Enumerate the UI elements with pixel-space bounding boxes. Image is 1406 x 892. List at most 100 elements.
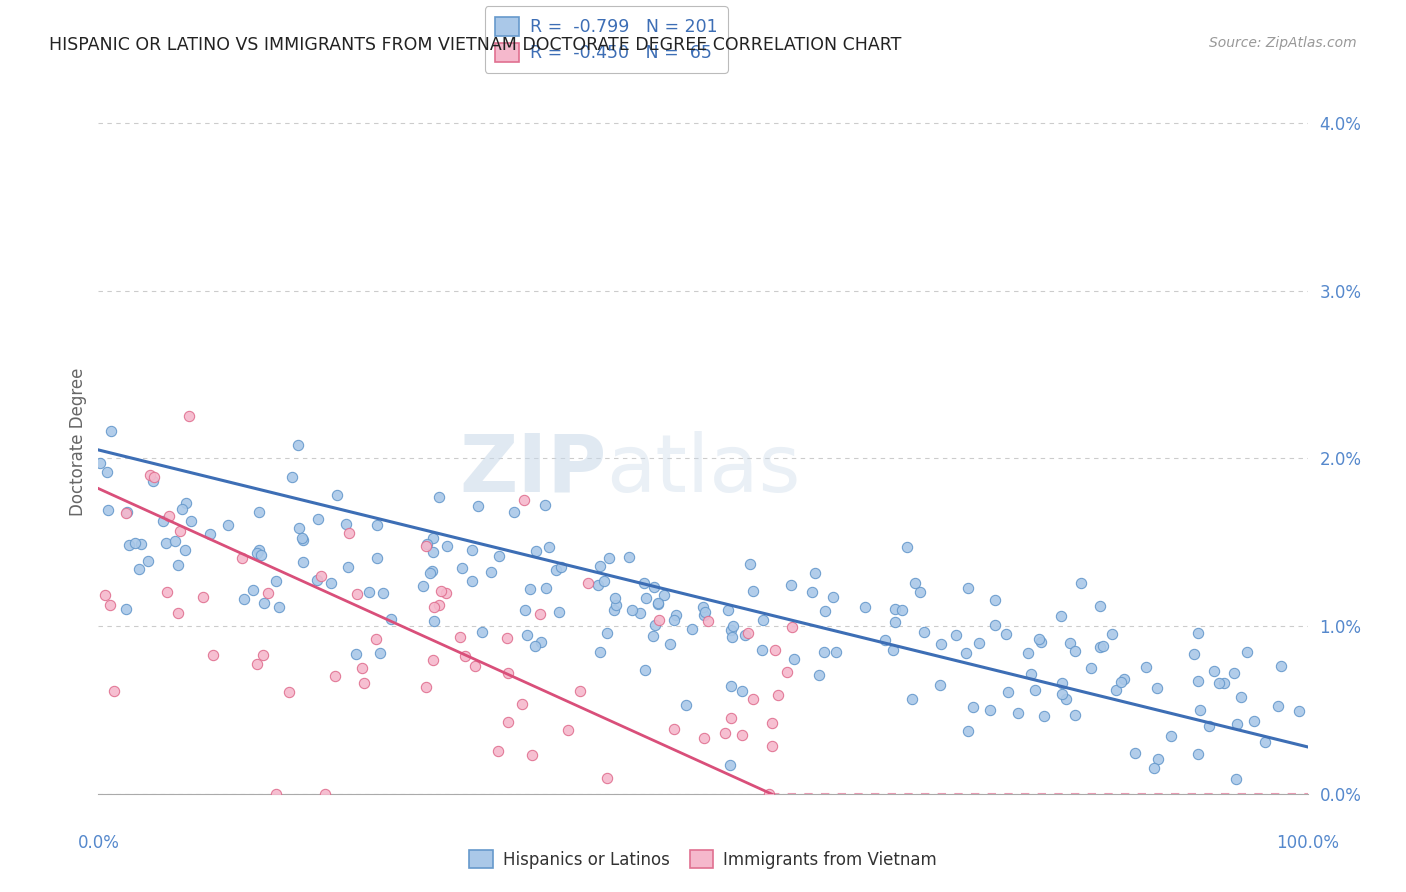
Point: [775, 665, 797, 680]
Point: [486, 744, 509, 758]
Point: [807, 668, 830, 682]
Point: [513, 493, 536, 508]
Point: [336, 559, 359, 574]
Point: [94, 588, 117, 602]
Point: [1007, 706, 1029, 721]
Point: [955, 646, 977, 660]
Point: [1088, 640, 1111, 654]
Point: [1050, 609, 1073, 624]
Point: [314, 787, 336, 801]
Point: [641, 629, 664, 643]
Point: [721, 630, 744, 644]
Point: [128, 561, 150, 575]
Point: [782, 620, 804, 634]
Point: [516, 628, 538, 642]
Point: [534, 498, 557, 512]
Point: [891, 603, 914, 617]
Point: [1254, 734, 1277, 748]
Point: [714, 726, 737, 740]
Point: [813, 645, 835, 659]
Point: [731, 684, 754, 698]
Point: [488, 549, 510, 564]
Point: [247, 505, 270, 519]
Point: [801, 584, 824, 599]
Point: [903, 575, 925, 590]
Point: [198, 527, 221, 541]
Point: [1187, 674, 1209, 689]
Point: [461, 542, 484, 557]
Point: [253, 595, 276, 609]
Point: [172, 502, 194, 516]
Point: [576, 575, 599, 590]
Point: [957, 723, 980, 738]
Text: 100.0%: 100.0%: [1277, 834, 1339, 852]
Point: [652, 588, 675, 602]
Point: [350, 661, 373, 675]
Point: [1135, 660, 1157, 674]
Point: [368, 646, 391, 660]
Point: [231, 550, 253, 565]
Point: [242, 583, 264, 598]
Point: [647, 598, 669, 612]
Point: [364, 632, 387, 646]
Point: [157, 509, 180, 524]
Point: [371, 586, 394, 600]
Point: [1080, 661, 1102, 675]
Point: [423, 600, 446, 615]
Point: [217, 518, 239, 533]
Point: [89, 456, 111, 470]
Point: [467, 500, 489, 514]
Point: [884, 615, 907, 629]
Point: [117, 505, 139, 519]
Point: [278, 684, 301, 698]
Point: [997, 685, 1019, 699]
Point: [742, 584, 765, 599]
Point: [307, 512, 329, 526]
Point: [557, 723, 579, 737]
Point: [738, 558, 761, 572]
Point: [1160, 729, 1182, 743]
Point: [173, 543, 195, 558]
Point: [617, 550, 640, 565]
Point: [524, 543, 547, 558]
Point: [983, 593, 1005, 607]
Point: [1187, 626, 1209, 640]
Point: [496, 665, 519, 680]
Point: [957, 581, 980, 595]
Point: [873, 633, 896, 648]
Point: [291, 555, 314, 569]
Point: [98, 598, 121, 612]
Point: [945, 628, 967, 642]
Point: [115, 507, 138, 521]
Point: [824, 645, 846, 659]
Point: [346, 647, 368, 661]
Point: [464, 659, 486, 673]
Point: [605, 598, 627, 612]
Point: [430, 584, 453, 599]
Point: [929, 637, 952, 651]
Point: [633, 575, 655, 590]
Point: [169, 524, 191, 539]
Point: [422, 653, 444, 667]
Point: [337, 526, 360, 541]
Point: [523, 639, 546, 653]
Point: [1202, 664, 1225, 678]
Point: [1033, 709, 1056, 723]
Point: [165, 533, 187, 548]
Text: atlas: atlas: [606, 431, 800, 508]
Point: [1270, 658, 1292, 673]
Point: [536, 581, 558, 595]
Point: [737, 626, 759, 640]
Point: [434, 586, 457, 600]
Point: [519, 582, 541, 596]
Point: [323, 669, 346, 683]
Point: [550, 560, 572, 574]
Point: [346, 587, 368, 601]
Point: [595, 625, 617, 640]
Point: [246, 546, 269, 560]
Point: [366, 551, 388, 566]
Point: [496, 631, 519, 645]
Point: [586, 577, 609, 591]
Point: [1213, 676, 1236, 690]
Point: [1184, 648, 1206, 662]
